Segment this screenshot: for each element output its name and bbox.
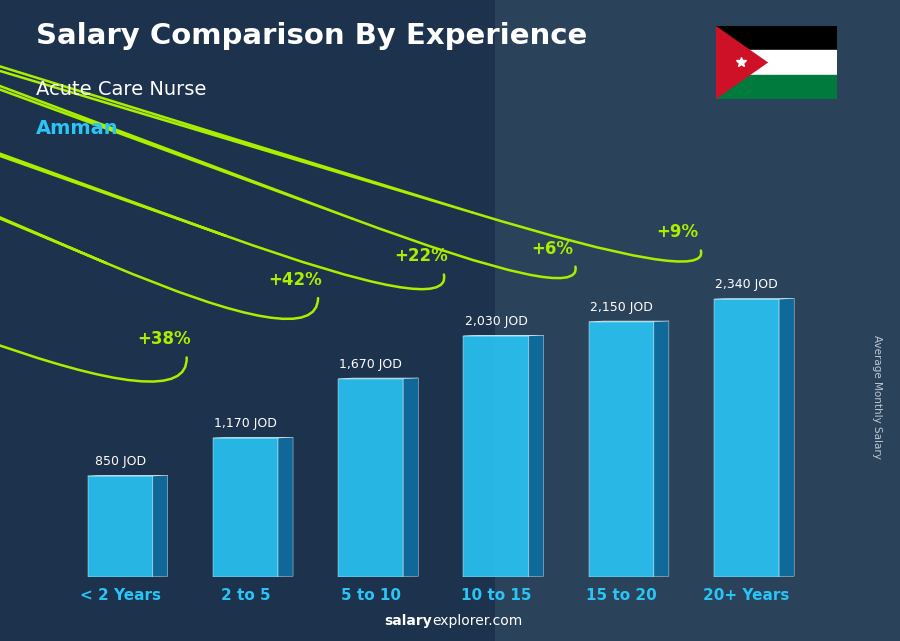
FancyBboxPatch shape <box>338 379 403 577</box>
Polygon shape <box>589 321 669 322</box>
Polygon shape <box>153 476 167 577</box>
Bar <box>716 75 837 99</box>
Text: 2,340 JOD: 2,340 JOD <box>716 278 778 291</box>
Polygon shape <box>716 26 768 99</box>
Text: +6%: +6% <box>531 240 573 258</box>
Polygon shape <box>338 378 418 379</box>
FancyBboxPatch shape <box>464 336 528 577</box>
Bar <box>716 50 837 75</box>
FancyBboxPatch shape <box>213 438 278 577</box>
Bar <box>0 0 495 641</box>
Polygon shape <box>779 299 794 577</box>
Text: Amman: Amman <box>36 119 119 138</box>
Text: +42%: +42% <box>269 271 322 289</box>
Text: explorer.com: explorer.com <box>432 614 522 628</box>
Text: 850 JOD: 850 JOD <box>94 455 146 468</box>
Polygon shape <box>403 378 418 577</box>
FancyBboxPatch shape <box>714 299 779 577</box>
Polygon shape <box>654 321 669 577</box>
Polygon shape <box>213 437 293 438</box>
FancyBboxPatch shape <box>589 322 654 577</box>
Text: +38%: +38% <box>137 330 191 348</box>
FancyBboxPatch shape <box>87 476 153 577</box>
Text: 2,030 JOD: 2,030 JOD <box>464 315 527 328</box>
Text: 1,670 JOD: 1,670 JOD <box>339 358 402 370</box>
Text: salary: salary <box>384 614 432 628</box>
Text: Average Monthly Salary: Average Monthly Salary <box>872 335 883 460</box>
Bar <box>716 26 837 50</box>
Text: +9%: +9% <box>657 224 698 242</box>
Text: Salary Comparison By Experience: Salary Comparison By Experience <box>36 22 587 51</box>
Polygon shape <box>528 335 544 577</box>
Text: 1,170 JOD: 1,170 JOD <box>214 417 277 430</box>
Text: Acute Care Nurse: Acute Care Nurse <box>36 80 206 99</box>
Text: 2,150 JOD: 2,150 JOD <box>590 301 652 313</box>
Polygon shape <box>464 335 544 336</box>
Polygon shape <box>278 437 293 577</box>
Text: +22%: +22% <box>394 247 447 265</box>
